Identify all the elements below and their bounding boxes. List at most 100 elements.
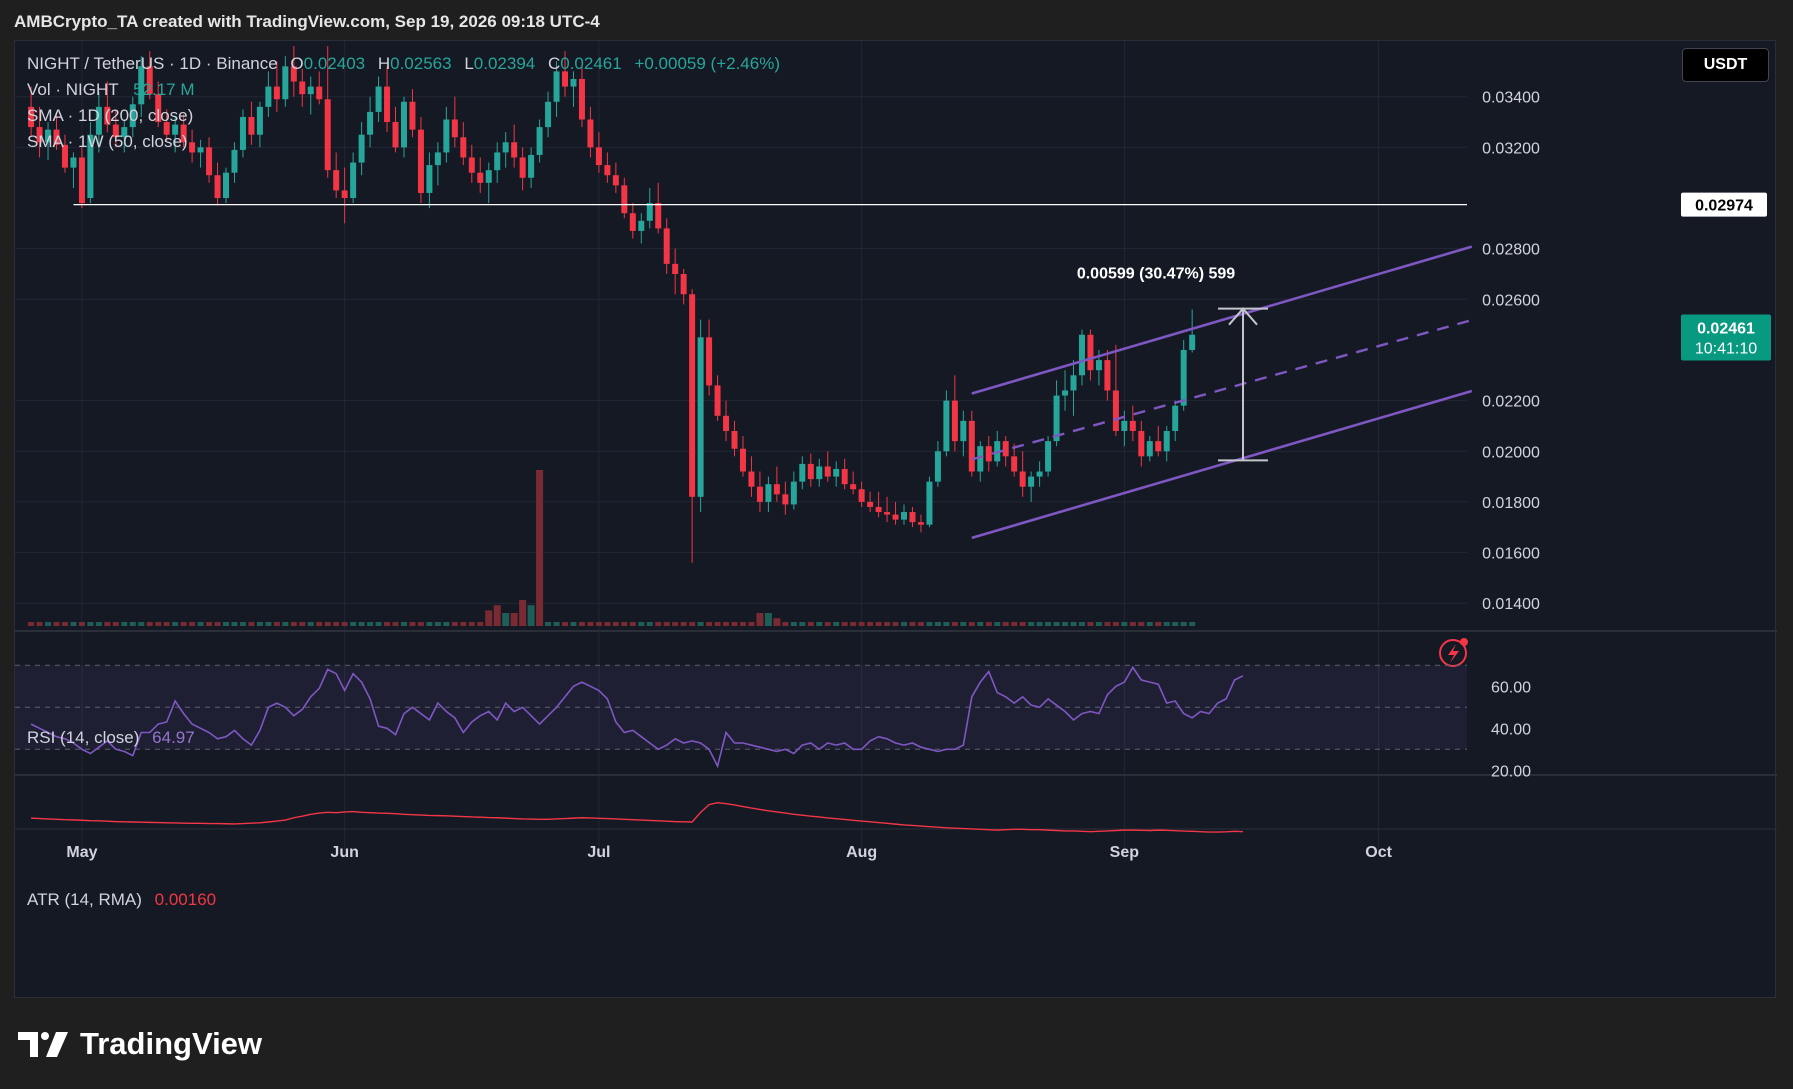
volume-bar <box>1028 622 1035 626</box>
candle-body <box>1104 360 1111 391</box>
volume-bar <box>1002 622 1009 626</box>
candle-body <box>426 165 433 193</box>
volume-bar <box>493 605 501 626</box>
volume-bar <box>510 613 518 626</box>
hline-price-label: 0.02974 <box>1681 192 1767 217</box>
candle-body <box>790 481 797 505</box>
rsi-tick-label: 20.00 <box>1491 763 1531 780</box>
candle-body <box>333 170 340 191</box>
candle-body <box>1172 405 1179 431</box>
candle-body <box>1129 420 1136 431</box>
volume-bar <box>689 622 696 626</box>
candle-body <box>138 66 145 105</box>
volume-bar <box>1062 622 1069 626</box>
candle-body <box>1155 441 1162 452</box>
candle-body <box>968 420 975 472</box>
volume-bar <box>578 622 585 626</box>
volume-bar <box>1121 622 1128 626</box>
candle-body <box>324 99 331 171</box>
volume-bar <box>824 622 831 626</box>
candle-body <box>1138 431 1145 457</box>
legend-atr[interactable]: ATR (14, RMA) 0.00160 <box>27 890 216 910</box>
candle-body <box>214 175 221 199</box>
candle-body <box>341 190 348 199</box>
symbol-label[interactable]: NIGHT / TetherUS · 1D · Binance <box>27 54 278 73</box>
ohlc-o: O0.02403 <box>290 54 366 73</box>
volume-bar <box>206 622 213 626</box>
candle-body <box>1189 334 1196 350</box>
candle-body <box>638 220 645 231</box>
candle-body <box>1062 390 1069 396</box>
volume-bar <box>756 613 764 626</box>
candle-body <box>765 484 772 502</box>
volume-bar <box>189 622 196 626</box>
volume-bar <box>545 622 552 626</box>
alert-flash-icon <box>1439 638 1468 667</box>
volume-bar <box>350 622 357 626</box>
flash-circle <box>1439 639 1467 667</box>
candle-body <box>578 78 585 120</box>
last-price-label: 0.02461 10:41:10 <box>1681 314 1771 361</box>
tradingview-wordmark: TradingView <box>80 1026 263 1061</box>
candle-body <box>87 134 94 199</box>
volume-bar <box>214 622 221 626</box>
candle-body <box>587 119 594 148</box>
volume-bar <box>341 622 348 626</box>
candle-body <box>621 185 628 214</box>
legend-rsi[interactable]: RSI (14, close) 64.97 <box>27 728 195 748</box>
volume-bar <box>197 622 204 626</box>
candle-body <box>494 152 501 171</box>
volume-bar <box>587 622 594 626</box>
candle-body <box>833 468 840 477</box>
volume-bar <box>485 610 493 626</box>
candle-body <box>299 81 306 95</box>
channel-lower-line <box>971 389 1473 540</box>
volume-bar <box>909 622 916 626</box>
candle-body <box>884 512 891 515</box>
countdown-timer: 10:41:10 <box>1695 341 1757 358</box>
volume-bar <box>1036 622 1043 626</box>
candle-body <box>723 415 730 431</box>
volume-bar <box>155 622 162 626</box>
candle-body <box>451 119 458 138</box>
volume-label: Vol · NIGHT <box>27 80 119 99</box>
volume-bar <box>875 622 882 626</box>
volume-bar <box>443 622 450 626</box>
volume-bar <box>451 622 458 626</box>
candle-body <box>468 157 475 173</box>
candle-body <box>595 147 602 166</box>
candle-body <box>519 157 526 178</box>
volume-bar <box>239 622 246 626</box>
candle-body <box>689 294 696 497</box>
legend-volume[interactable]: Vol · NIGHT 52.17 M <box>27 80 195 100</box>
candle-body <box>1036 471 1043 477</box>
volume-bar <box>612 622 619 626</box>
candle-body <box>824 466 831 477</box>
currency-button[interactable]: USDT <box>1682 48 1769 82</box>
candle-body <box>1078 334 1085 376</box>
axes: 0.03400 0.03200 0.02800 0.02600 0.02200 0.020… <box>66 90 1771 861</box>
volume-bar <box>324 622 331 626</box>
chart-canvas[interactable]: 0.00599 (30.47%) 599 0.03400 0.03200 0.028… <box>15 41 1777 999</box>
volume-bar <box>434 622 441 626</box>
volume-bar <box>477 622 484 626</box>
channel-middle-line <box>971 318 1473 461</box>
volume-bar <box>850 622 857 626</box>
candle-body <box>1163 431 1170 452</box>
candle-body <box>231 149 238 173</box>
legend-sma-1d[interactable]: SMA · 1D (200, close) <box>27 106 194 125</box>
volume-bar <box>87 622 94 626</box>
candle-body <box>1180 349 1187 406</box>
time-tick-label: Sep <box>1110 844 1140 861</box>
candle-body <box>172 124 179 135</box>
candle-body <box>307 86 314 95</box>
legend-sma-1w[interactable]: SMA · 1W (50, close) <box>27 132 188 151</box>
volume-bar <box>714 622 721 626</box>
candle-body <box>680 273 687 295</box>
volume-bar <box>129 622 136 626</box>
flash-bolt <box>1448 644 1459 663</box>
volume-bar <box>426 622 433 626</box>
volume-bar <box>121 622 128 626</box>
time-tick-label: Oct <box>1365 844 1392 861</box>
volume-bar <box>1189 622 1196 626</box>
